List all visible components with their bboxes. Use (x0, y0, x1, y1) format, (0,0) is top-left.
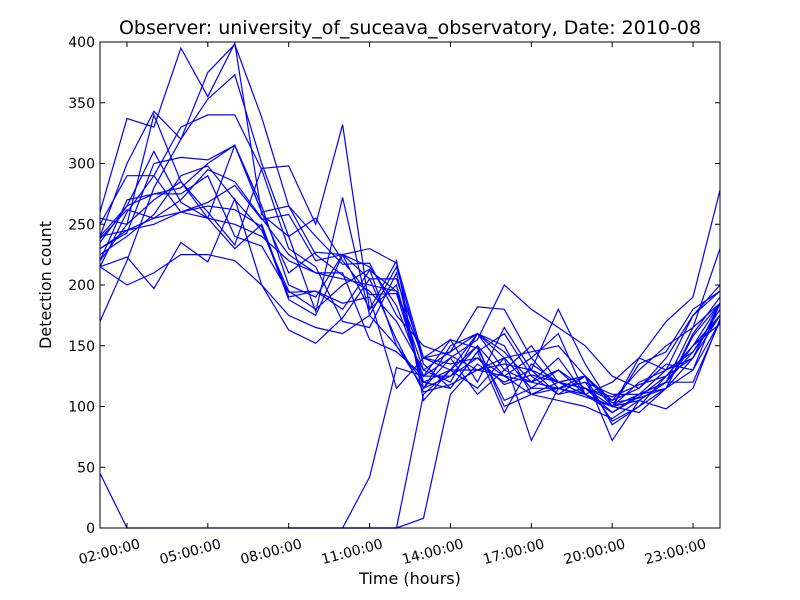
y-axis: 0 50 100 150 200 250 300 350 400 (68, 35, 720, 537)
y-tick-label: 150 (68, 339, 95, 355)
y-axis-label: Detection count (36, 221, 55, 349)
series-line-5 (99, 41, 721, 426)
series-line-10 (99, 168, 721, 402)
x-axis-label: Time (hours) (358, 569, 461, 588)
chart-title: Observer: university_of_suceava_observat… (119, 17, 701, 39)
series-line-17 (99, 205, 721, 414)
series-line-19 (99, 144, 721, 443)
y-tick-label: 100 (68, 400, 95, 416)
series-line-18 (99, 196, 721, 398)
y-tick-label: 0 (86, 521, 95, 537)
y-tick-label: 250 (68, 217, 95, 233)
y-tick-label: 200 (68, 278, 95, 294)
y-tick-label: 300 (68, 157, 95, 173)
series-line-7 (99, 43, 721, 408)
series-line-14 (99, 175, 721, 422)
series-line-20 (99, 143, 721, 404)
y-tick-label: 50 (77, 460, 95, 476)
y-tick-label: 350 (68, 96, 95, 112)
series-layer (99, 41, 721, 529)
y-tick-label: 400 (68, 35, 95, 51)
